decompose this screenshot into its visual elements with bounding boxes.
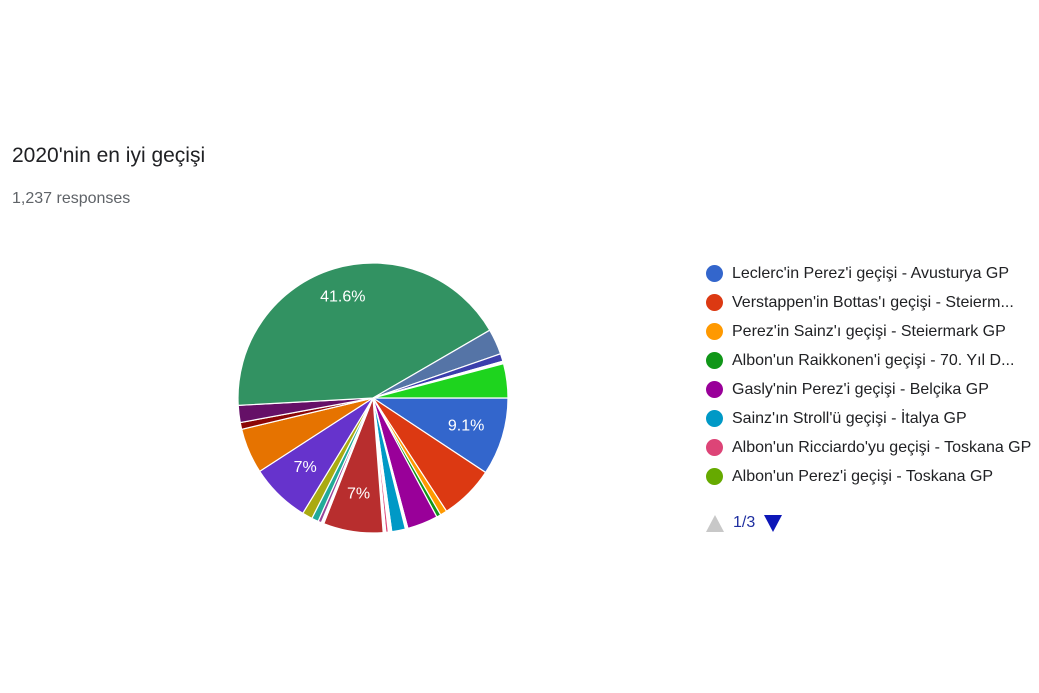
legend-label: Perez'in Sainz'ı geçişi - Steiermark GP — [732, 322, 1006, 340]
pie-slice[interactable] — [371, 397, 509, 474]
legend-item[interactable]: Perez'in Sainz'ı geçişi - Steiermark GP — [706, 317, 1039, 346]
chart-legend: Leclerc'in Perez'i geçişi - Avusturya GP… — [706, 259, 1039, 491]
legend-label: Verstappen'in Bottas'ı geçişi - Steierm.… — [732, 293, 1014, 311]
legend-swatch-icon — [706, 294, 723, 311]
legend-swatch-icon — [706, 439, 723, 456]
chart-title: 2020'nin en iyi geçişi — [12, 144, 206, 167]
legend-page-indicator: 1/3 — [733, 514, 756, 531]
previous-page-icon — [706, 514, 724, 532]
legend-swatch-icon — [706, 352, 723, 369]
legend-label: Albon'un Raikkonen'i geçişi - 70. Yıl D.… — [732, 351, 1015, 369]
legend-swatch-icon — [706, 323, 723, 340]
legend-pager: 1/3 — [706, 512, 783, 534]
legend-item[interactable]: Albon'un Perez'i geçişi - Toskana GP — [706, 462, 1039, 491]
legend-item[interactable]: Albon'un Ricciardo'yu geçişi - Toskana G… — [706, 433, 1039, 462]
legend-item[interactable]: Leclerc'in Perez'i geçişi - Avusturya GP — [706, 259, 1039, 288]
legend-label: Gasly'nin Perez'i geçişi - Belçika GP — [732, 380, 989, 398]
slice-data-label: 41.6% — [320, 289, 365, 306]
pie-slice[interactable] — [372, 362, 509, 399]
legend-swatch-icon — [706, 468, 723, 485]
legend-item[interactable]: Gasly'nin Perez'i geçişi - Belçika GP — [706, 375, 1039, 404]
slice-data-label: 7% — [347, 486, 370, 503]
legend-label: Sainz'ın Stroll'ü geçişi - İtalya GP — [732, 409, 967, 427]
legend-item[interactable]: Albon'un Raikkonen'i geçişi - 70. Yıl D.… — [706, 346, 1039, 375]
legend-swatch-icon — [706, 410, 723, 427]
legend-label: Leclerc'in Perez'i geçişi - Avusturya GP — [732, 264, 1010, 282]
legend-label: Albon'un Perez'i geçişi - Toskana GP — [732, 467, 994, 485]
pie-slice[interactable] — [237, 262, 491, 406]
slice-data-label: 7% — [294, 459, 317, 476]
slice-data-label: 9.1% — [448, 418, 484, 435]
legend-item[interactable]: Sainz'ın Stroll'ü geçişi - İtalya GP — [706, 404, 1039, 433]
legend-swatch-icon — [706, 265, 723, 282]
legend-label: Albon'un Ricciardo'yu geçişi - Toskana G… — [732, 438, 1032, 456]
legend-swatch-icon — [706, 381, 723, 398]
legend-item[interactable]: Verstappen'in Bottas'ı geçişi - Steierm.… — [706, 288, 1039, 317]
next-page-icon[interactable] — [764, 514, 783, 532]
response-count: 1,237 responses — [12, 190, 131, 207]
